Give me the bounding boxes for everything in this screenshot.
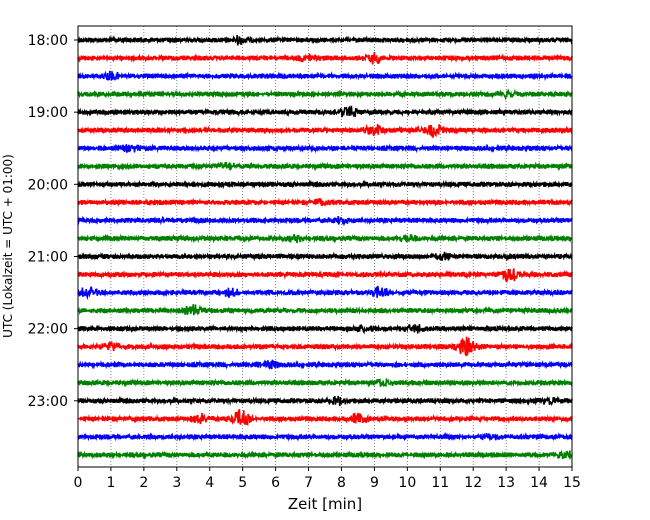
trace-2345	[77, 449, 573, 461]
trace-1930	[77, 143, 573, 154]
y-tick-label: 20:00	[28, 177, 68, 193]
trace-2245	[77, 377, 573, 388]
trace-2330	[77, 431, 573, 442]
trace-2300	[77, 395, 573, 407]
x-tick-label: 9	[370, 475, 379, 491]
trace-2200	[77, 323, 573, 335]
x-tick-label: 12	[464, 475, 482, 491]
x-tick-label: 11	[431, 475, 449, 491]
y-tick-label: 21:00	[28, 249, 68, 265]
x-axis-ticks: 0 1 2 3 4 5 6 7 8 9 10 11 12 13 14 15	[74, 467, 581, 491]
trace-2000	[77, 179, 573, 190]
trace-1945	[77, 161, 573, 172]
trace-2030	[77, 215, 573, 227]
trace-2145	[77, 304, 573, 316]
trace-2130	[77, 285, 573, 301]
x-tick-label: 7	[304, 475, 313, 491]
x-tick-label: 10	[398, 475, 416, 491]
trace-2100	[77, 251, 573, 262]
trace-2315	[77, 408, 573, 427]
x-tick-label: 4	[205, 475, 214, 491]
x-tick-label: 15	[563, 475, 581, 491]
trace-2215	[77, 336, 573, 357]
x-tick-label: 1	[106, 475, 115, 491]
seismogram-traces	[77, 34, 573, 461]
y-tick-label: 18:00	[28, 33, 68, 49]
trace-2115	[77, 268, 573, 283]
x-tick-label: 3	[172, 475, 181, 491]
trace-1915	[77, 123, 573, 138]
plot-frame	[77, 25, 573, 468]
y-tick-label: 22:00	[28, 322, 68, 338]
x-tick-label: 0	[74, 475, 83, 491]
trace-1830	[77, 70, 573, 82]
y-axis-ticks: 18:00 19:00 20:00 21:00 22:00 23:00	[28, 33, 78, 410]
trace-1815	[77, 52, 573, 65]
trace-1800	[77, 34, 573, 46]
x-tick-label: 6	[271, 475, 280, 491]
y-axis-label: UTC (Lokalzeit = UTC + 01:00)	[1, 154, 15, 338]
x-tick-label: 5	[238, 475, 247, 491]
x-tick-label: 2	[139, 475, 148, 491]
y-tick-label: 23:00	[28, 394, 68, 410]
x-tick-label: 14	[530, 475, 548, 491]
trace-2045	[77, 233, 573, 244]
trace-1845	[77, 88, 573, 101]
trace-1900	[77, 105, 573, 118]
x-tick-label: 8	[337, 475, 346, 491]
x-axis-label: Zeit [min]	[288, 495, 362, 513]
trace-2015	[77, 197, 573, 208]
y-tick-label: 19:00	[28, 105, 68, 121]
x-tick-label: 13	[497, 475, 515, 491]
trace-2230	[77, 359, 573, 370]
